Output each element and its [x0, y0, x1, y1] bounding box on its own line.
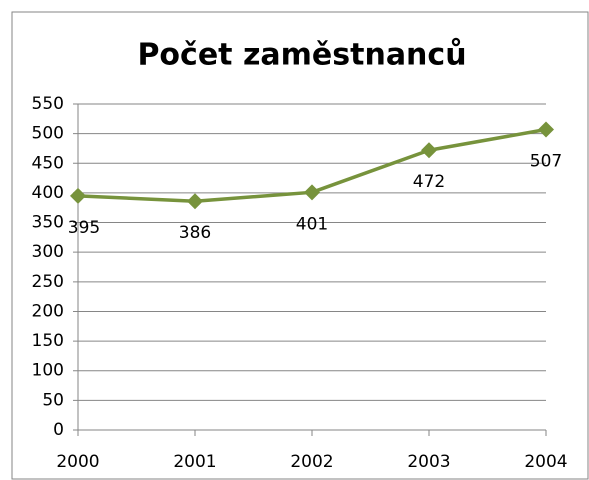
- data-label: 401: [296, 214, 328, 234]
- chart-title: Počet zaměstnanců: [137, 37, 466, 73]
- y-tick-label: 0: [53, 420, 64, 440]
- y-tick-label: 150: [32, 331, 64, 351]
- y-tick-label: 250: [32, 272, 64, 292]
- y-tick-label: 100: [32, 361, 64, 381]
- y-tick-label: 550: [32, 94, 64, 114]
- marker: [538, 121, 554, 138]
- y-tick-label: 500: [32, 124, 64, 144]
- x-tick-label: 2003: [407, 452, 450, 472]
- x-tick-label: 2004: [524, 452, 567, 472]
- x-tick-label: 2001: [173, 452, 216, 472]
- marker: [304, 184, 320, 201]
- y-tick-label: 200: [32, 301, 64, 321]
- marker: [187, 193, 203, 210]
- chart-frame: [11, 11, 589, 480]
- marker: [70, 187, 86, 204]
- marker: [421, 142, 437, 159]
- y-tick-label: 50: [42, 390, 64, 410]
- x-tick-label: 2002: [290, 452, 333, 472]
- x-tick-label: 2000: [56, 452, 99, 472]
- data-label: 386: [179, 223, 211, 243]
- y-tick-label: 350: [32, 213, 64, 233]
- y-tick-label: 450: [32, 153, 64, 173]
- data-label: 395: [68, 218, 100, 238]
- data-label: 472: [413, 172, 445, 192]
- y-tick-label: 400: [32, 183, 64, 203]
- data-label: 507: [530, 151, 562, 171]
- y-tick-label: 300: [32, 242, 64, 262]
